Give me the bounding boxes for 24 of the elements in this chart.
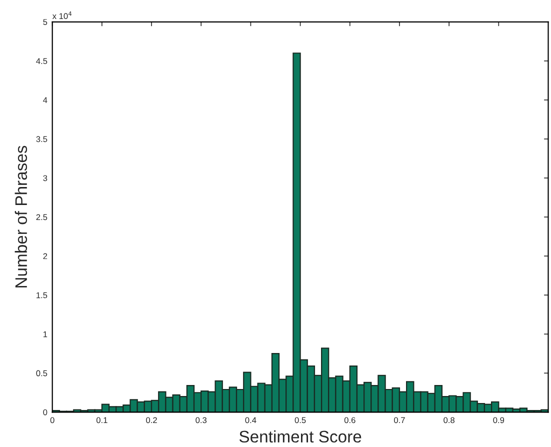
- y-tick-label: 1: [43, 331, 48, 338]
- x-tick-label: 0.4: [245, 417, 256, 424]
- y-tick-label: 1.5: [36, 292, 48, 298]
- x-tick-label: 0.9: [493, 417, 504, 424]
- x-tick-label: 0.5: [294, 417, 306, 424]
- x-tick-label: 0.2: [146, 417, 157, 424]
- x-tick-label: 0: [50, 417, 54, 424]
- y-axis-title: Number of Phrases: [14, 146, 28, 288]
- text: x 10$^{4}$: [52, 12, 72, 20]
- x-tick-label: 0.6: [344, 417, 356, 424]
- y-tick-label: 3.5: [36, 136, 48, 142]
- x-tick-label: 0.8: [444, 417, 454, 424]
- y-tick-label: 0.5: [36, 370, 48, 376]
- y-tick-label: 2.5: [36, 214, 48, 220]
- y-tick-label: 4.5: [36, 58, 48, 64]
- y-tick-label: 4: [43, 97, 48, 103]
- x-tick-label: 0.1: [96, 417, 108, 424]
- x-tick-label: 0.3: [196, 417, 207, 424]
- x-tick-label: 0.7: [394, 417, 405, 424]
- x-axis-title: Sentiment Score: [239, 430, 362, 443]
- y-tick-label: 0: [43, 409, 48, 416]
- y-tick-label: 2: [43, 253, 48, 260]
- y-tick-label: 3: [43, 175, 48, 182]
- y-tick-label: 5: [43, 19, 48, 26]
